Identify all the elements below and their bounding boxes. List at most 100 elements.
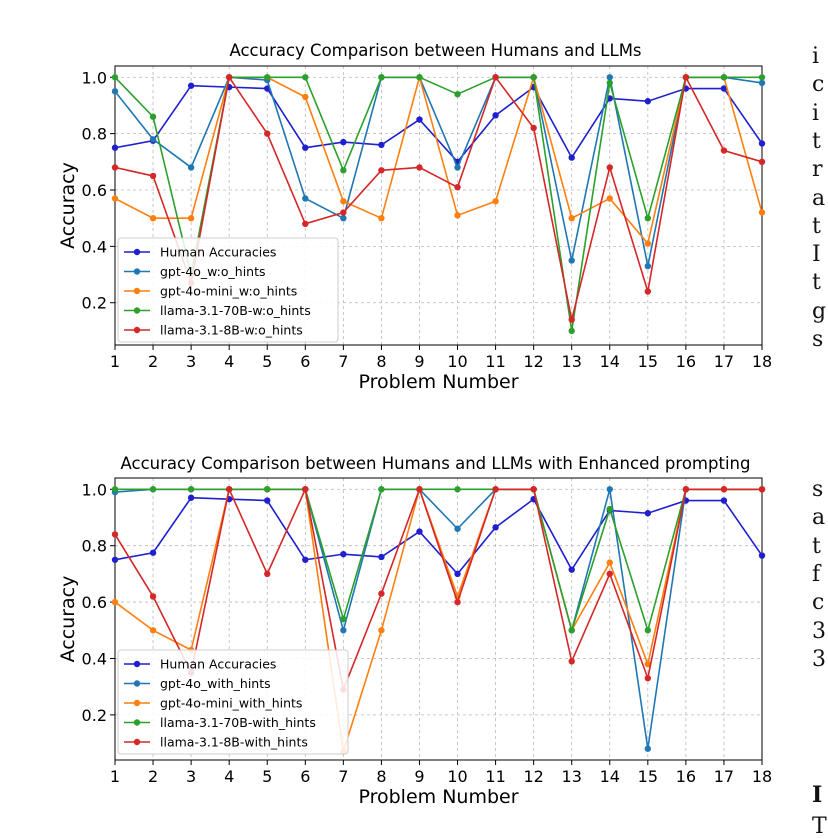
body-text-fragment: c bbox=[812, 590, 825, 616]
y-tick-label: 0.6 bbox=[82, 593, 107, 612]
data-point bbox=[187, 214, 195, 222]
chart-title: Accuracy Comparison between Humans and L… bbox=[229, 41, 641, 60]
section-heading-fragment: I bbox=[812, 782, 823, 808]
data-point bbox=[568, 316, 575, 323]
data-point bbox=[149, 593, 157, 600]
data-point bbox=[644, 98, 652, 105]
y-tick-label: 0.2 bbox=[82, 706, 107, 725]
data-point bbox=[492, 74, 499, 81]
data-point bbox=[149, 136, 157, 143]
legend-label: gpt-4o-mini_w:o_hints bbox=[160, 284, 297, 299]
body-text-fragment: s bbox=[812, 477, 824, 502]
legend-label: gpt-4o_with_hints bbox=[160, 676, 271, 691]
data-point bbox=[149, 549, 157, 556]
series-gpt-4o-mini_w:o_hints bbox=[111, 74, 766, 247]
data-point bbox=[454, 212, 461, 219]
x-tick-label: 3 bbox=[186, 767, 196, 786]
chart-without-hints: 1 2 3 4 5 6 7 8 9 10 11 12 13 14 15 16 17 180.20.40.60.81… bbox=[57, 41, 772, 393]
data-point bbox=[568, 154, 575, 161]
data-point bbox=[492, 112, 499, 119]
y-tick-label: 0.8 bbox=[82, 125, 107, 144]
data-point bbox=[644, 262, 652, 270]
data-point bbox=[644, 627, 652, 634]
data-point bbox=[606, 505, 613, 513]
y-tick-label: 0.8 bbox=[82, 537, 107, 556]
series-line bbox=[114, 84, 763, 164]
legend-label: gpt-4o-mini_with_hints bbox=[160, 696, 302, 711]
legend-marker bbox=[133, 307, 141, 314]
legend-box bbox=[117, 237, 339, 343]
data-point bbox=[568, 327, 575, 335]
data-point bbox=[111, 88, 119, 95]
legend-marker bbox=[133, 738, 141, 746]
data-point bbox=[264, 74, 271, 81]
x-tick-label: 8 bbox=[376, 767, 386, 786]
data-point bbox=[416, 116, 423, 123]
x-tick-label: 11 bbox=[485, 352, 505, 371]
data-point bbox=[644, 214, 652, 222]
data-point bbox=[149, 113, 157, 120]
x-axis-label: Problem Number bbox=[358, 786, 518, 808]
series-line bbox=[114, 74, 763, 320]
legend: Human Accuracies gpt-4o_with_hints gpt-4o-… bbox=[117, 649, 349, 755]
series-line bbox=[114, 76, 763, 267]
chart-with-hints: 1 2 3 4 5 6 7 8 9 10 11 12 13 14 15 16 17 180.20.40.60.81… bbox=[57, 454, 772, 808]
body-text-fragment: I bbox=[812, 242, 821, 268]
data-point bbox=[682, 74, 690, 81]
data-point bbox=[682, 486, 690, 493]
data-point bbox=[111, 74, 119, 81]
data-point bbox=[568, 627, 575, 634]
x-tick-label: 6 bbox=[300, 767, 310, 786]
data-point bbox=[606, 79, 613, 87]
series-line bbox=[114, 486, 762, 693]
legend-label: llama-3.1-70B-with_hints bbox=[160, 715, 316, 730]
legend-marker bbox=[133, 248, 141, 256]
data-point bbox=[302, 220, 309, 228]
data-point bbox=[454, 486, 461, 493]
x-tick-label: 12 bbox=[523, 352, 543, 371]
data-point bbox=[530, 486, 537, 493]
data-point bbox=[340, 627, 347, 634]
data-point bbox=[568, 658, 575, 665]
body-text-fragment: 3 bbox=[812, 646, 826, 672]
x-tick-label: 5 bbox=[262, 767, 272, 786]
y-tick-label: 0.4 bbox=[82, 649, 107, 668]
x-tick-label: 4 bbox=[224, 352, 234, 371]
data-point bbox=[187, 494, 195, 501]
data-point bbox=[606, 559, 613, 566]
data-point bbox=[302, 144, 309, 151]
paragraph-fragment: T bbox=[812, 814, 827, 839]
y-tick-label: 1.0 bbox=[82, 68, 107, 87]
legend-marker bbox=[133, 660, 141, 668]
data-point bbox=[340, 167, 347, 174]
data-point bbox=[378, 141, 385, 149]
data-point bbox=[111, 144, 119, 151]
legend-marker bbox=[133, 268, 141, 275]
data-point bbox=[758, 158, 766, 166]
legend-label: llama-3.1-8B-w:o_hints bbox=[160, 323, 303, 338]
x-tick-label: 18 bbox=[752, 352, 772, 371]
data-point bbox=[225, 74, 233, 81]
body-text-fragment: r bbox=[812, 157, 823, 183]
data-point bbox=[340, 198, 347, 205]
y-axis-label: Accuracy bbox=[57, 576, 79, 663]
legend-label: Human Accuracies bbox=[160, 245, 276, 260]
data-point bbox=[187, 82, 195, 89]
x-axis-label: Problem Number bbox=[358, 371, 518, 393]
data-point bbox=[758, 552, 766, 559]
x-tick-label: 13 bbox=[562, 352, 582, 371]
data-point bbox=[149, 627, 157, 634]
body-text-fragment: g bbox=[812, 298, 827, 324]
legend-marker bbox=[133, 719, 141, 726]
data-point bbox=[149, 214, 157, 222]
x-tick-label: 14 bbox=[600, 352, 620, 371]
body-text-fragment: a bbox=[812, 185, 826, 211]
data-point bbox=[454, 570, 461, 578]
legend-label: gpt-4o_w:o_hints bbox=[160, 264, 266, 279]
data-point bbox=[340, 209, 347, 216]
series-line bbox=[114, 496, 763, 576]
data-point bbox=[606, 164, 613, 171]
data-point bbox=[568, 566, 575, 573]
data-point bbox=[568, 257, 575, 264]
data-point bbox=[111, 598, 119, 606]
